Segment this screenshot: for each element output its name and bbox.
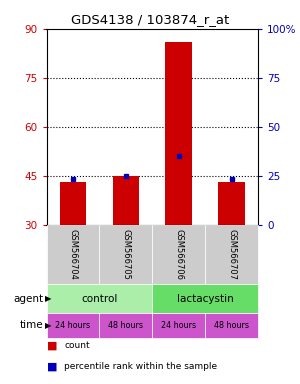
Bar bbox=[166, 42, 192, 225]
Text: time: time bbox=[20, 320, 44, 331]
Text: GDS4138 / 103874_r_at: GDS4138 / 103874_r_at bbox=[71, 13, 229, 26]
Bar bbox=[152, 284, 258, 313]
Bar bbox=[99, 225, 152, 284]
Text: agent: agent bbox=[14, 293, 44, 304]
Text: lactacystin: lactacystin bbox=[177, 293, 233, 304]
Text: ▶: ▶ bbox=[45, 294, 52, 303]
Bar bbox=[46, 225, 99, 284]
Text: percentile rank within the sample: percentile rank within the sample bbox=[64, 362, 218, 371]
Bar bbox=[152, 313, 205, 338]
Text: ▶: ▶ bbox=[45, 321, 52, 330]
Text: ■: ■ bbox=[46, 362, 57, 372]
Text: GSM566706: GSM566706 bbox=[174, 229, 183, 280]
Text: ■: ■ bbox=[46, 341, 57, 351]
Text: control: control bbox=[81, 293, 118, 304]
Text: GSM566707: GSM566707 bbox=[227, 229, 236, 280]
Bar bbox=[60, 182, 86, 225]
Bar bbox=[218, 182, 245, 225]
Bar bbox=[46, 313, 99, 338]
Bar bbox=[46, 284, 152, 313]
Text: GSM566705: GSM566705 bbox=[121, 229, 130, 280]
Bar bbox=[112, 176, 139, 225]
Bar bbox=[99, 313, 152, 338]
Text: 24 hours: 24 hours bbox=[161, 321, 196, 330]
Text: GSM566704: GSM566704 bbox=[68, 229, 77, 280]
Bar bbox=[152, 225, 205, 284]
Bar bbox=[205, 225, 258, 284]
Text: count: count bbox=[64, 341, 90, 350]
Text: 24 hours: 24 hours bbox=[56, 321, 91, 330]
Text: 48 hours: 48 hours bbox=[214, 321, 249, 330]
Bar bbox=[205, 313, 258, 338]
Text: 48 hours: 48 hours bbox=[108, 321, 143, 330]
